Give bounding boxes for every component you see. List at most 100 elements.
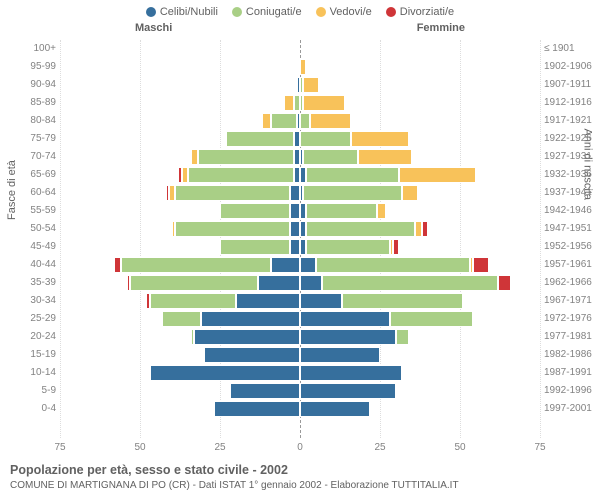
male-bar — [162, 311, 300, 327]
male-bar — [191, 149, 300, 165]
bar-segment — [175, 185, 290, 201]
bar-segment — [306, 203, 376, 219]
age-label: 30-34 — [22, 292, 56, 310]
female-bar — [300, 149, 412, 165]
female-bar — [300, 293, 463, 309]
bar-segment — [220, 239, 290, 255]
age-row: 20-241977-1981 — [60, 328, 540, 346]
male-bar — [166, 185, 300, 201]
x-tick: 50 — [454, 442, 465, 453]
age-label: 40-44 — [22, 256, 56, 274]
year-label: 1927-1931 — [544, 148, 598, 166]
age-label: 80-84 — [22, 112, 56, 130]
bar-segment — [198, 149, 294, 165]
bar-segment — [498, 275, 511, 291]
bar-segment — [236, 293, 300, 309]
bar-segment — [300, 113, 310, 129]
x-tick: 25 — [214, 442, 225, 453]
male-bar — [204, 347, 300, 363]
female-bar — [300, 311, 473, 327]
female-bar — [300, 221, 428, 237]
age-label: 10-14 — [22, 364, 56, 382]
female-bar — [300, 383, 396, 399]
female-bar — [300, 131, 409, 147]
female-bar — [300, 95, 345, 111]
female-bar — [300, 77, 319, 93]
chart-footer: Popolazione per età, sesso e stato civil… — [10, 462, 459, 492]
year-label: 1957-1961 — [544, 256, 598, 274]
legend: Celibi/Nubili Coniugati/e Vedovi/e Divorzia… — [0, 0, 600, 18]
year-label: 1972-1976 — [544, 310, 598, 328]
legend-item: Vedovi/e — [316, 6, 372, 18]
female-bar — [300, 113, 351, 129]
bar-segment — [342, 293, 464, 309]
age-row: 30-341967-1971 — [60, 292, 540, 310]
year-label: 1942-1946 — [544, 202, 598, 220]
bar-segment — [226, 131, 293, 147]
year-label: 1922-1926 — [544, 130, 598, 148]
bar-segment — [214, 401, 300, 417]
male-bar — [220, 239, 300, 255]
bar-segment — [204, 347, 300, 363]
bar-segment — [230, 383, 300, 399]
bar-segment — [130, 275, 258, 291]
bar-segment — [300, 401, 370, 417]
year-label: 1967-1971 — [544, 292, 598, 310]
age-label: 85-89 — [22, 94, 56, 112]
x-tick: 25 — [374, 442, 385, 453]
year-label: 1982-1986 — [544, 346, 598, 364]
bar-segment — [358, 149, 412, 165]
age-row: 10-141987-1991 — [60, 364, 540, 382]
age-row: 0-41997-2001 — [60, 400, 540, 418]
male-bar — [146, 293, 300, 309]
label-female: Femmine — [417, 22, 465, 34]
bar-segment — [300, 347, 380, 363]
bar-segment — [150, 365, 300, 381]
age-label: 100+ — [22, 40, 56, 58]
year-label: 1997-2001 — [544, 400, 598, 418]
population-pyramid: 100+≤ 190195-991902-190690-941907-191185… — [60, 40, 540, 440]
bar-segment — [150, 293, 236, 309]
age-row: 65-691932-1936 — [60, 166, 540, 184]
female-bar — [300, 239, 399, 255]
age-row: 85-891912-1916 — [60, 94, 540, 112]
female-bar — [300, 275, 511, 291]
legend-label: Celibi/Nubili — [160, 6, 218, 18]
legend-item: Coniugati/e — [232, 6, 302, 18]
age-row: 95-991902-1906 — [60, 58, 540, 76]
bar-segment — [390, 311, 473, 327]
bar-segment — [258, 275, 300, 291]
age-row: 45-491952-1956 — [60, 238, 540, 256]
male-bar — [262, 113, 300, 129]
year-label: ≤ 1901 — [544, 40, 598, 58]
male-bar — [220, 203, 300, 219]
bar-segment — [303, 185, 402, 201]
year-label: 1917-1921 — [544, 112, 598, 130]
female-bar — [300, 365, 402, 381]
year-label: 1992-1996 — [544, 382, 598, 400]
x-tick: 0 — [297, 442, 303, 453]
bar-segment — [351, 131, 409, 147]
bar-segment — [306, 239, 389, 255]
age-label: 55-59 — [22, 202, 56, 220]
bar-segment — [303, 149, 357, 165]
legend-label: Divorziati/e — [400, 6, 454, 18]
female-bar — [300, 329, 409, 345]
age-row: 35-391962-1966 — [60, 274, 540, 292]
female-bar — [300, 347, 380, 363]
age-row: 70-741927-1931 — [60, 148, 540, 166]
age-label: 5-9 — [22, 382, 56, 400]
year-label: 1952-1956 — [544, 238, 598, 256]
bar-segment — [393, 239, 399, 255]
bar-segment — [188, 167, 294, 183]
female-bar — [300, 203, 386, 219]
age-row: 25-291972-1976 — [60, 310, 540, 328]
bar-segment — [300, 131, 351, 147]
x-axis: 7550250255075 — [60, 440, 540, 456]
age-label: 65-69 — [22, 166, 56, 184]
age-label: 35-39 — [22, 274, 56, 292]
age-label: 45-49 — [22, 238, 56, 256]
bar-segment — [290, 203, 300, 219]
chart-title: Popolazione per età, sesso e stato civil… — [10, 462, 459, 479]
bar-segment — [300, 365, 402, 381]
